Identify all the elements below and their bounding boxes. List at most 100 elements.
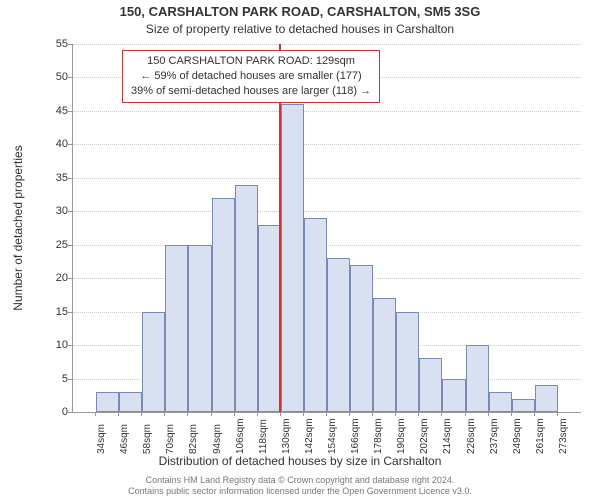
x-tick-mark (326, 412, 327, 416)
y-tick-mark (68, 144, 72, 145)
gridline (73, 245, 581, 246)
x-tick-mark (141, 412, 142, 416)
x-tick-label: 214sqm (442, 418, 453, 454)
gridline (73, 111, 581, 112)
x-tick-label: 261sqm (535, 418, 546, 454)
x-tick-label: 166sqm (350, 418, 361, 454)
y-tick-mark (68, 178, 72, 179)
y-tick-mark (68, 211, 72, 212)
x-tick-label: 82sqm (188, 424, 199, 454)
x-tick-mark (118, 412, 119, 416)
y-tick-mark (68, 312, 72, 313)
infobox-line2: ← 59% of detached houses are smaller (17… (131, 69, 371, 84)
histogram-bar (281, 104, 304, 412)
infobox-line1: 150 CARSHALTON PARK ROAD: 129sqm (131, 54, 371, 69)
gridline (73, 44, 581, 45)
histogram-bar (396, 312, 419, 412)
marker-info-box: 150 CARSHALTON PARK ROAD: 129sqm ← 59% o… (122, 50, 380, 103)
x-tick-mark (441, 412, 442, 416)
x-tick-mark (418, 412, 419, 416)
y-tick-mark (68, 77, 72, 78)
x-tick-mark (187, 412, 188, 416)
x-tick-label: 273sqm (558, 418, 569, 454)
footer-line2: Contains public sector information licen… (0, 486, 600, 497)
chart-title-main: 150, CARSHALTON PARK ROAD, CARSHALTON, S… (0, 4, 600, 19)
x-tick-mark (488, 412, 489, 416)
x-tick-label: 130sqm (281, 418, 292, 454)
y-tick-label: 20 (38, 272, 68, 284)
x-tick-label: 249sqm (512, 418, 523, 454)
y-tick-label: 55 (38, 38, 68, 50)
histogram-bar (442, 379, 465, 412)
histogram-bar (327, 258, 350, 412)
x-tick-label: 154sqm (327, 418, 338, 454)
x-tick-label: 34sqm (96, 424, 107, 454)
y-tick-mark (68, 345, 72, 346)
y-tick-mark (68, 379, 72, 380)
x-tick-mark (557, 412, 558, 416)
y-tick-mark (68, 412, 72, 413)
x-tick-mark (95, 412, 96, 416)
histogram-bar (512, 399, 535, 412)
x-axis-label: Distribution of detached houses by size … (0, 454, 600, 468)
x-tick-mark (257, 412, 258, 416)
gridline (73, 211, 581, 212)
x-tick-label: 118sqm (258, 419, 269, 454)
histogram-bar (119, 392, 142, 412)
histogram-bar (235, 185, 258, 412)
x-tick-mark (280, 412, 281, 416)
x-tick-label: 58sqm (142, 424, 153, 454)
footer-line1: Contains HM Land Registry data © Crown c… (0, 475, 600, 486)
gridline (73, 178, 581, 179)
y-tick-label: 15 (38, 306, 68, 318)
histogram-bar (96, 392, 119, 412)
x-tick-label: 226sqm (466, 418, 477, 454)
y-tick-label: 30 (38, 205, 68, 217)
x-tick-mark (349, 412, 350, 416)
x-tick-label: 94sqm (212, 424, 223, 454)
histogram-bar (466, 345, 489, 412)
x-tick-mark (211, 412, 212, 416)
y-tick-mark (68, 44, 72, 45)
y-tick-label: 10 (38, 339, 68, 351)
histogram-bar (419, 358, 442, 412)
x-tick-label: 237sqm (489, 418, 500, 454)
x-tick-label: 46sqm (119, 424, 130, 454)
x-tick-label: 70sqm (165, 424, 176, 454)
x-tick-mark (303, 412, 304, 416)
y-tick-label: 25 (38, 239, 68, 251)
y-tick-label: 45 (38, 105, 68, 117)
x-tick-label: 142sqm (304, 418, 315, 454)
x-tick-mark (372, 412, 373, 416)
attribution-footer: Contains HM Land Registry data © Crown c… (0, 475, 600, 498)
x-tick-mark (395, 412, 396, 416)
x-tick-label: 178sqm (373, 418, 384, 454)
y-axis-label: Number of detached properties (11, 145, 25, 310)
histogram-bar (188, 245, 211, 412)
histogram-bar (350, 265, 373, 412)
histogram-bar (142, 312, 165, 412)
x-tick-mark (234, 412, 235, 416)
histogram-bar (304, 218, 327, 412)
x-tick-label: 106sqm (235, 418, 246, 454)
infobox-line3: 39% of semi-detached houses are larger (… (131, 84, 371, 99)
x-tick-mark (465, 412, 466, 416)
y-tick-mark (68, 278, 72, 279)
y-tick-label: 5 (38, 373, 68, 385)
histogram-bar (489, 392, 512, 412)
histogram-bar (535, 385, 558, 412)
x-tick-label: 190sqm (396, 418, 407, 454)
y-tick-label: 50 (38, 71, 68, 83)
y-tick-mark (68, 111, 72, 112)
histogram-bar (258, 225, 281, 412)
y-tick-mark (68, 245, 72, 246)
x-tick-mark (164, 412, 165, 416)
histogram-bar (373, 298, 396, 412)
x-tick-mark (511, 412, 512, 416)
gridline (73, 144, 581, 145)
x-tick-label: 202sqm (419, 418, 430, 454)
histogram-bar (212, 198, 235, 412)
y-tick-label: 40 (38, 138, 68, 150)
x-tick-mark (534, 412, 535, 416)
histogram-bar (165, 245, 188, 412)
